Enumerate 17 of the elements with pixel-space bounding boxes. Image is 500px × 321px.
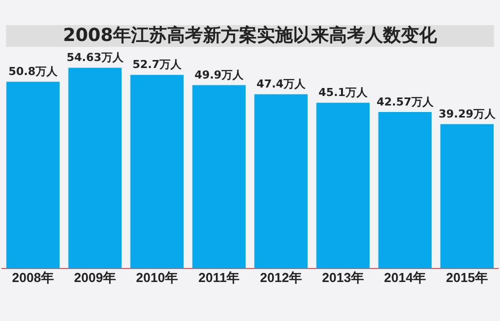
x-tick-label: 2013年 [322, 270, 364, 285]
data-label: 52.7万人 [132, 58, 183, 72]
data-label: 45.1万人 [318, 86, 369, 100]
x-tick-label: 2014年 [384, 270, 426, 285]
data-label: 49.9万人 [194, 68, 245, 82]
x-tick-label: 2015年 [446, 270, 488, 285]
x-tick-label: 2010年 [136, 270, 178, 285]
x-tick-label: 2012年 [260, 270, 302, 285]
data-label: 50.8万人 [8, 65, 59, 78]
data-label: 54.63万人 [66, 51, 124, 64]
chart-title: 2008年江苏高考新方案实施以来高考人数变化 [6, 25, 494, 47]
data-label: 47.4万人 [256, 78, 307, 91]
x-tick-label: 2009年 [74, 270, 116, 285]
data-label: 39.29万人 [438, 107, 496, 120]
x-tick-label: 2008年 [12, 270, 54, 285]
x-tick-label: 2011年 [198, 270, 240, 285]
data-label: 42.57万人 [376, 95, 434, 108]
